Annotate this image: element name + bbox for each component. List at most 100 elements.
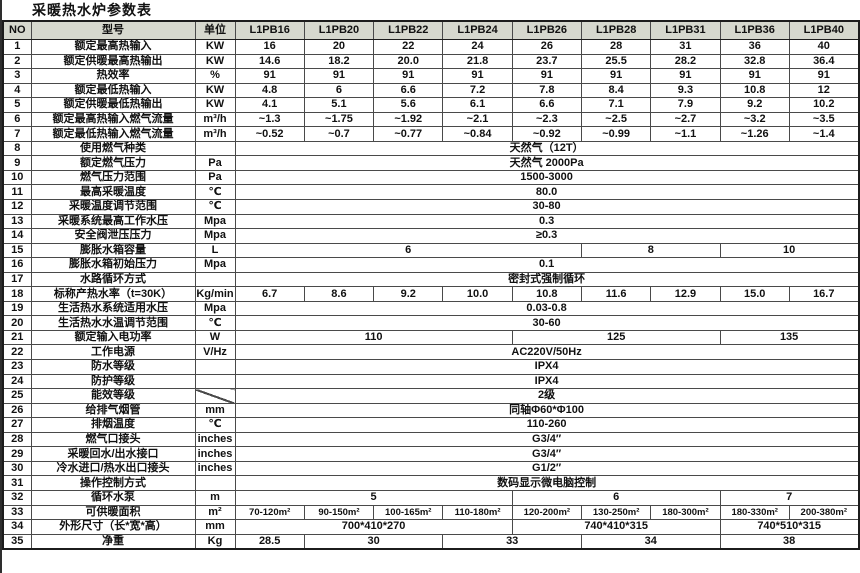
row-number-cell: 25: [2, 388, 32, 404]
value-cell: 9.3: [650, 82, 721, 99]
value-cell: G3/4″: [234, 431, 860, 448]
value-cell: 天然气（12T）: [234, 140, 860, 157]
value-cell: 7.2: [442, 82, 513, 99]
value-cell: 23.7: [511, 53, 582, 70]
table-row: 32 循环水泵 m 5 6 7: [2, 489, 860, 506]
row-number-cell: 2: [2, 53, 32, 70]
table-row: 14 安全阀泄压压力 Mpa ≥0.3: [2, 228, 860, 244]
value-cell: 10.8: [511, 286, 582, 302]
table-row: 4 额定最低热输入 KW 4.8 6 6.6 7.2 7.8 8.4 9.3 10.8 12: [2, 82, 860, 99]
value-cell: 36: [719, 39, 790, 55]
value-cell: 31: [650, 39, 721, 55]
value-cell: 1500-3000: [234, 169, 860, 186]
value-cell: 91: [511, 68, 582, 84]
row-number-cell: 32: [2, 489, 32, 506]
row-number-cell: 14: [2, 228, 32, 244]
value-cell: 24: [442, 39, 513, 55]
table-row: 6 额定最高热输入燃气流量 m³/h ~1.3 ~1.75 ~1.92 ~2.1 ~2.3 ~2…: [2, 111, 860, 128]
table-row: 21 额定输入电功率 W 110 125 135: [2, 329, 860, 346]
column-header-8: L1PB28: [580, 20, 652, 40]
value-cell: 10.8: [719, 82, 790, 99]
row-number-cell: 23: [2, 359, 32, 375]
table-row: 1 额定最高热输入 KW 16 20 22 24 26 28 31 36 40: [2, 39, 860, 55]
row-number-cell: 7: [2, 126, 32, 142]
parameter-label-cell: 采暖系统最高工作水压: [30, 213, 196, 230]
row-number-cell: 28: [2, 431, 32, 448]
row-number-cell: 8: [2, 140, 32, 157]
value-cell: 28.2: [650, 53, 721, 70]
value-cell: 90-150m²: [303, 504, 375, 521]
value-cell: ≥0.3: [234, 228, 860, 244]
table-row: 7 额定最低热输入燃气流量 m³/h ~0.52 ~0.7 ~0.77 ~0.84 ~0.92…: [2, 126, 860, 142]
row-number-cell: 9: [2, 155, 32, 171]
parameter-label-cell: 使用燃气种类: [30, 140, 196, 157]
unit-cell: inches: [194, 460, 236, 477]
table-row: 18 标称产热水率（t=30K） Kg/min 6.7 8.6 9.2 10.0 10.8 11…: [2, 286, 860, 302]
value-cell: 21.8: [442, 53, 513, 70]
value-cell: 91: [373, 68, 444, 84]
unit-cell: V/Hz: [194, 344, 236, 361]
page-title: 采暖热水炉参数表: [32, 2, 152, 18]
unit-cell: Mpa: [194, 228, 236, 244]
value-cell: 25.5: [580, 53, 652, 70]
value-cell: 80.0: [234, 184, 860, 201]
value-cell: 16: [234, 39, 305, 55]
row-number-cell: 12: [2, 199, 32, 215]
unit-cell: [194, 388, 236, 404]
value-cell: 33: [442, 533, 582, 550]
value-cell: 6.6: [373, 82, 444, 99]
row-number-cell: 16: [2, 257, 32, 273]
table-row: 26 给排气烟管 mm 同轴Φ60*Φ100: [2, 402, 860, 419]
table-body: 1 额定最高热输入 KW 16 20 22 24 26 28 31 36 40 2 额定供暖最高热输出 KW…: [2, 39, 860, 550]
value-cell: 700*410*270: [234, 519, 513, 535]
table-row: 16 膨胀水箱初始压力 Mpa 0.1: [2, 257, 860, 273]
unit-cell: %: [194, 68, 236, 84]
value-cell: ~1.92: [373, 111, 444, 128]
parameter-label-cell: 额定输入电功率: [30, 329, 196, 346]
value-cell: ~1.4: [788, 126, 860, 142]
row-number-cell: 34: [2, 519, 32, 535]
unit-cell: Pa: [194, 169, 236, 186]
value-cell: 9.2: [373, 286, 444, 302]
value-cell: ~0.52: [234, 126, 305, 142]
column-header-9: L1PB31: [650, 20, 721, 40]
unit-cell: inches: [194, 431, 236, 448]
value-cell: 740*410*315: [511, 519, 721, 535]
value-cell: 6.6: [511, 97, 582, 113]
column-header-0: NO: [2, 20, 32, 40]
parameter-label-cell: 冷水进口/热水出口接头: [30, 460, 196, 477]
unit-cell: ℃: [194, 184, 236, 201]
value-cell: ~0.7: [303, 126, 375, 142]
value-cell: 135: [719, 329, 860, 346]
value-cell: 91: [580, 68, 652, 84]
value-cell: ~1.1: [650, 126, 721, 142]
row-number-cell: 6: [2, 111, 32, 128]
value-cell: 16.7: [788, 286, 860, 302]
value-cell: 34: [580, 533, 721, 550]
parameter-label-cell: 膨胀水箱初始压力: [30, 257, 196, 273]
parameter-label-cell: 额定最高热输入: [30, 39, 196, 55]
parameter-label-cell: 燃气压力范围: [30, 169, 196, 186]
value-cell: ~0.99: [580, 126, 652, 142]
table-row: 31 操作控制方式 数码显示微电脑控制: [2, 475, 860, 491]
parameter-label-cell: 安全阀泄压压力: [30, 228, 196, 244]
value-cell: 7.1: [580, 97, 652, 113]
value-cell: G3/4″: [234, 446, 860, 462]
value-cell: 2级: [234, 388, 860, 404]
table-row: 9 额定燃气压力 Pa 天然气 2000Pa: [2, 155, 860, 171]
parameter-label-cell: 燃气口接头: [30, 431, 196, 448]
parameter-label-cell: 额定供暖最高热输出: [30, 53, 196, 70]
value-cell: 91: [650, 68, 721, 84]
value-cell: 28.5: [234, 533, 305, 550]
value-cell: 10: [719, 242, 860, 259]
value-cell: 8.6: [303, 286, 375, 302]
row-number-cell: 20: [2, 315, 32, 331]
value-cell: ~1.3: [234, 111, 305, 128]
table-row: 29 采暖回水/出水接口 inches G3/4″: [2, 446, 860, 462]
parameter-label-cell: 标称产热水率（t=30K）: [30, 286, 196, 302]
value-cell: 32.8: [719, 53, 790, 70]
value-cell: ~2.7: [650, 111, 721, 128]
row-number-cell: 29: [2, 446, 32, 462]
spec-table: NO 型号 单位 L1PB16 L1PB20 L1PB22 L1PB24 L1PB26 L1PB…: [2, 20, 860, 551]
